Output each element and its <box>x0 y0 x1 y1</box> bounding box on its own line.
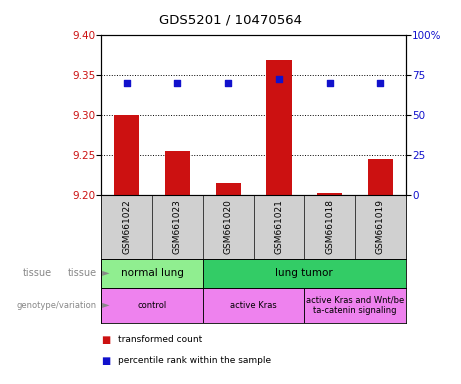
Bar <box>165 151 190 195</box>
Bar <box>114 114 140 195</box>
Text: GSM661018: GSM661018 <box>325 199 334 254</box>
Text: GSM661023: GSM661023 <box>173 199 182 254</box>
Bar <box>203 258 406 288</box>
Text: percentile rank within the sample: percentile rank within the sample <box>118 356 271 366</box>
Point <box>174 79 181 86</box>
Bar <box>317 193 342 195</box>
Text: lung tumor: lung tumor <box>275 268 333 278</box>
Text: tissue: tissue <box>23 268 52 278</box>
Point <box>377 79 384 86</box>
Text: GSM661019: GSM661019 <box>376 199 385 254</box>
Text: tissue: tissue <box>68 268 97 278</box>
Text: active Kras: active Kras <box>230 301 277 310</box>
Text: genotype/variation: genotype/variation <box>17 301 97 310</box>
Bar <box>101 288 203 323</box>
Text: ►: ► <box>99 300 110 310</box>
Text: GDS5201 / 10470564: GDS5201 / 10470564 <box>159 13 302 26</box>
Text: ■: ■ <box>101 335 111 345</box>
Point <box>225 79 232 86</box>
Text: GSM661022: GSM661022 <box>122 199 131 254</box>
Bar <box>266 60 291 195</box>
Text: GSM661021: GSM661021 <box>274 199 284 254</box>
Bar <box>368 159 393 195</box>
Point <box>275 76 283 83</box>
Bar <box>203 288 304 323</box>
Bar <box>216 182 241 195</box>
Text: active Kras and Wnt/be
ta-catenin signaling: active Kras and Wnt/be ta-catenin signal… <box>306 296 404 315</box>
Text: ►: ► <box>99 268 110 278</box>
Bar <box>304 288 406 323</box>
Text: GSM661020: GSM661020 <box>224 199 233 254</box>
Point <box>123 79 130 86</box>
Point <box>326 79 333 86</box>
Text: normal lung: normal lung <box>121 268 183 278</box>
Text: control: control <box>137 301 167 310</box>
Text: transformed count: transformed count <box>118 335 202 344</box>
Text: ■: ■ <box>101 356 111 366</box>
Bar <box>101 258 203 288</box>
